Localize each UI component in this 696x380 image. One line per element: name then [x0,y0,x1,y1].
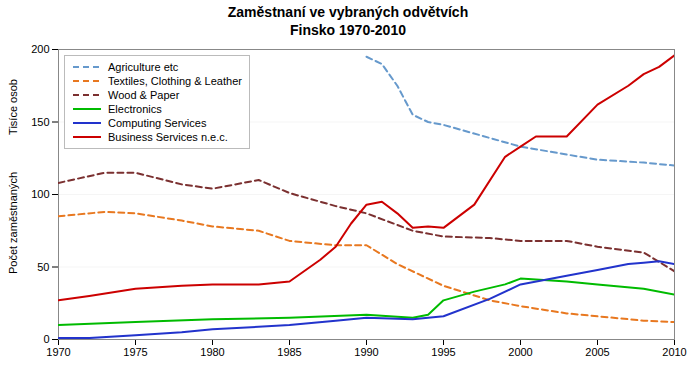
svg-text:1995: 1995 [431,346,455,358]
svg-text:0: 0 [43,333,49,345]
html-text:Textiles, Clothing & Leather: Textiles, Clothing & Leather [108,75,242,87]
svg-text:2010: 2010 [662,346,686,358]
svg-text:2000: 2000 [508,346,532,358]
html-text:Počet zaměstnaných: Počet zaměstnaných [7,171,19,275]
svg-text:1970: 1970 [46,346,70,358]
svg-text:1980: 1980 [200,346,224,358]
html-text:Wood & Paper: Wood & Paper [108,89,180,101]
svg-text:1990: 1990 [354,346,378,358]
html-text:Zaměstnaní ve vybraných odvětv: Zaměstnaní ve vybraných odvětvích [227,4,469,20]
svg-text:50: 50 [37,261,49,273]
svg-text:200: 200 [31,43,49,55]
svg-text:1985: 1985 [277,346,301,358]
svg-text:1975: 1975 [123,346,147,358]
html-text:Computing Services: Computing Services [108,117,207,129]
svg-text:100: 100 [31,188,49,200]
svg-text:2005: 2005 [585,346,609,358]
html-text:Electronics: Electronics [108,103,162,115]
html-text:Agriculture etc: Agriculture etc [108,61,179,73]
svg-text:150: 150 [31,116,49,128]
html-text:Business Services n.e.c.: Business Services n.e.c. [108,131,228,143]
html-text:Finsko 1970-2010: Finsko 1970-2010 [290,22,406,38]
html-text:Tisíce osob: Tisíce osob [7,79,19,135]
